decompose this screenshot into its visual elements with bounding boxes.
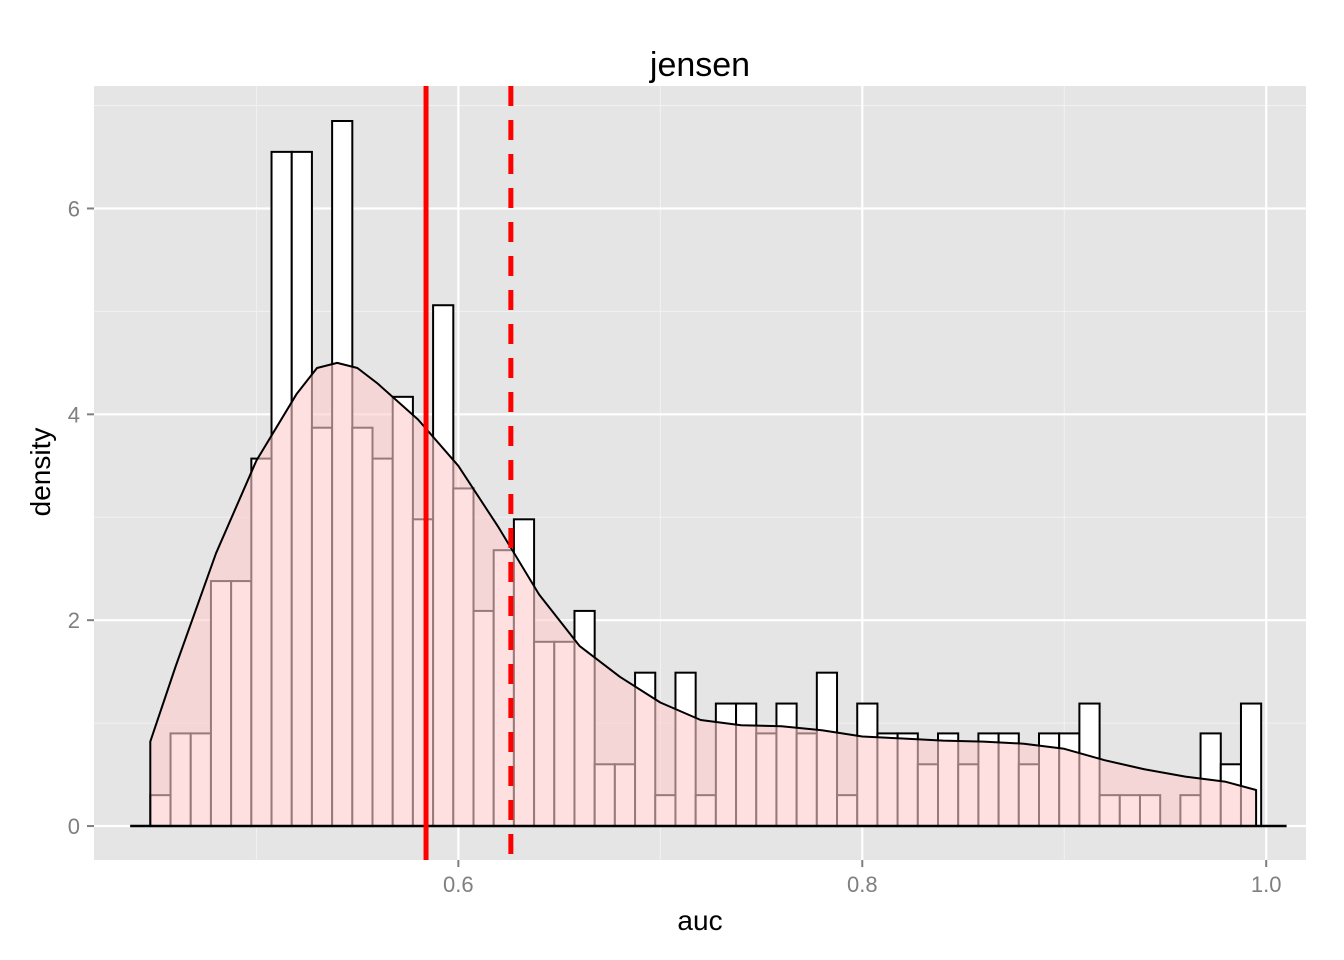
x-axis-title: auc	[677, 905, 722, 936]
x-axis-ticks: 0.6 0.8 1.0	[443, 860, 1282, 897]
x-tick-label: 0.8	[847, 872, 878, 897]
reference-lines	[423, 86, 514, 860]
y-tick-label: 4	[68, 402, 80, 427]
y-axis-title: density	[25, 428, 56, 517]
y-axis-ticks: 0 2 4 6	[68, 196, 94, 839]
y-tick-label: 2	[68, 608, 80, 633]
chart-title: jensen	[649, 46, 750, 84]
x-tick-label: 0.6	[443, 872, 474, 897]
x-tick-label: 1.0	[1251, 872, 1282, 897]
y-tick-label: 0	[68, 814, 80, 839]
y-tick-label: 6	[68, 196, 80, 221]
